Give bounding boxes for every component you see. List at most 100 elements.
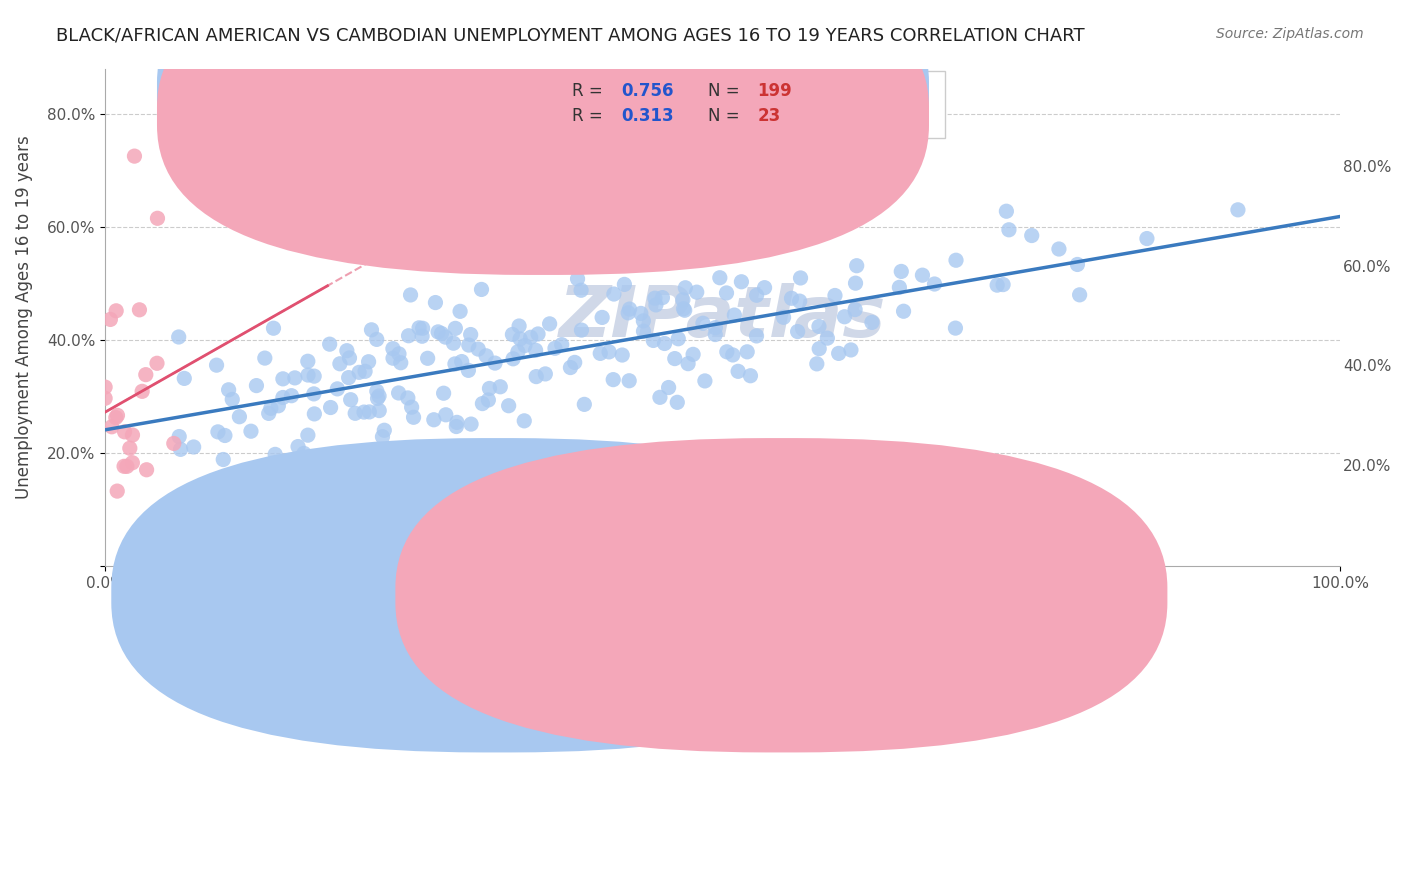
Point xyxy=(368,389,391,403)
Point xyxy=(115,459,138,474)
Point xyxy=(692,316,714,330)
Point xyxy=(280,389,302,403)
Point xyxy=(354,364,377,378)
Point xyxy=(112,459,135,474)
Point xyxy=(612,348,634,362)
Point xyxy=(986,278,1008,293)
Point xyxy=(318,337,340,351)
Point xyxy=(844,276,866,290)
Point xyxy=(664,351,686,366)
Point xyxy=(501,327,523,342)
Point xyxy=(371,430,394,444)
Point xyxy=(890,264,912,278)
Point xyxy=(297,428,319,442)
Point xyxy=(434,330,457,344)
Point xyxy=(644,291,666,305)
Point xyxy=(360,323,382,337)
Point xyxy=(617,374,640,388)
Point xyxy=(589,346,612,360)
Point xyxy=(502,351,524,366)
Point xyxy=(344,406,367,420)
Text: 23: 23 xyxy=(758,107,780,125)
Point xyxy=(673,303,696,318)
Point xyxy=(402,410,425,425)
Point xyxy=(524,369,547,384)
Point xyxy=(560,360,582,375)
Point xyxy=(772,310,794,325)
Point xyxy=(239,424,262,438)
FancyBboxPatch shape xyxy=(395,438,1167,753)
Point xyxy=(617,306,640,320)
Point xyxy=(839,343,862,357)
Point xyxy=(173,371,195,385)
Point xyxy=(228,409,250,424)
Point xyxy=(845,259,868,273)
Point xyxy=(425,295,447,310)
Point xyxy=(827,346,849,360)
Point xyxy=(427,325,450,339)
Text: 199: 199 xyxy=(758,82,792,100)
Point xyxy=(443,336,465,351)
Point xyxy=(709,270,731,285)
Point xyxy=(643,334,665,348)
Point xyxy=(603,287,626,301)
Point xyxy=(101,419,124,434)
Point xyxy=(218,383,240,397)
Point xyxy=(508,318,530,333)
Point xyxy=(513,338,536,352)
Point xyxy=(630,306,652,320)
Point xyxy=(212,452,235,467)
Point xyxy=(686,285,709,300)
Point xyxy=(125,536,148,550)
Point xyxy=(253,351,276,365)
Point xyxy=(337,370,360,384)
Point xyxy=(388,347,411,361)
Point xyxy=(329,357,352,371)
Point xyxy=(398,328,420,343)
Point xyxy=(478,381,501,395)
Point xyxy=(571,323,593,337)
Point xyxy=(534,367,557,381)
Point xyxy=(569,283,592,297)
Point xyxy=(302,387,325,401)
Point xyxy=(423,413,446,427)
Point xyxy=(564,355,586,369)
Point xyxy=(107,409,129,423)
Point xyxy=(1021,228,1043,243)
Point xyxy=(396,391,419,405)
Point xyxy=(128,302,150,317)
Point xyxy=(524,343,547,358)
Point xyxy=(121,456,143,470)
Point xyxy=(538,317,561,331)
Point xyxy=(297,354,319,368)
Point xyxy=(672,293,695,307)
Point xyxy=(704,320,727,334)
Point xyxy=(509,332,531,346)
Point xyxy=(567,272,589,286)
Point xyxy=(613,277,636,292)
Point xyxy=(651,291,673,305)
Point xyxy=(498,399,520,413)
Text: N =: N = xyxy=(707,107,745,125)
Point xyxy=(169,442,191,457)
Point xyxy=(844,302,866,317)
Point xyxy=(260,401,283,416)
Point xyxy=(475,349,498,363)
Point xyxy=(359,405,381,419)
Point xyxy=(105,303,128,318)
Text: 20.0%: 20.0% xyxy=(1343,459,1391,474)
Point xyxy=(263,321,285,335)
Point xyxy=(924,277,946,291)
Point xyxy=(998,223,1021,237)
Point xyxy=(292,446,315,460)
Y-axis label: Unemployment Among Ages 16 to 19 years: Unemployment Among Ages 16 to 19 years xyxy=(15,136,32,500)
Point xyxy=(598,344,620,359)
Point xyxy=(991,277,1014,292)
Point xyxy=(444,357,467,371)
Point xyxy=(339,351,361,365)
Point xyxy=(740,368,762,383)
Point xyxy=(1069,288,1091,302)
FancyBboxPatch shape xyxy=(157,0,929,275)
Point xyxy=(382,351,405,366)
Point xyxy=(995,204,1018,219)
